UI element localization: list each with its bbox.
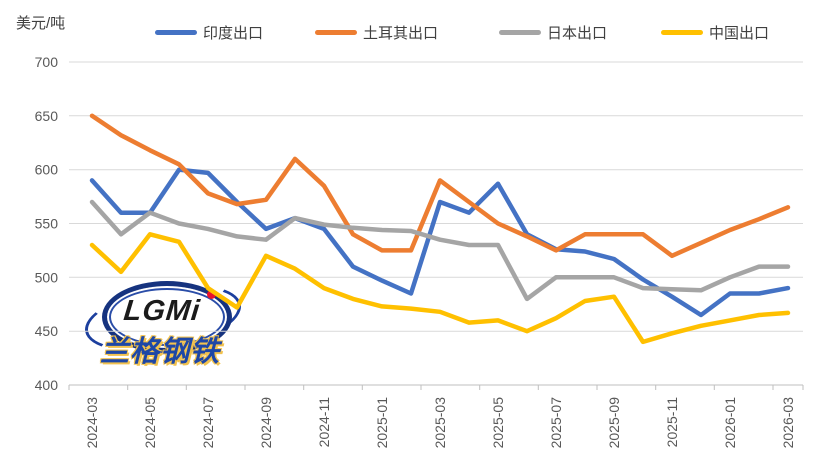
- y-tick-label-400: 400: [35, 377, 59, 393]
- china-series-swatch-icon: [661, 29, 703, 35]
- x-tick-label-2025-07: 2025-07: [548, 397, 564, 449]
- lgmi-watermark-logo: LGMi 兰格钢铁: [78, 273, 247, 371]
- x-tick-label-2025-01: 2025-01: [374, 397, 390, 449]
- x-tick-label-2024-09: 2024-09: [258, 397, 274, 449]
- y-tick-label-600: 600: [35, 162, 59, 178]
- x-tick-label-2026-01: 2026-01: [722, 397, 738, 449]
- legend-item-turkey-export: 土耳其出口: [315, 22, 438, 42]
- legend-label-china: 中国出口: [709, 24, 770, 42]
- y-tick-label-650: 650: [35, 108, 59, 124]
- y-tick-label-450: 450: [35, 323, 59, 339]
- y-axis-unit-label: 美元/吨: [16, 15, 66, 32]
- logo-company-name: 兰格钢铁: [99, 336, 220, 368]
- y-tick-label-700: 700: [35, 54, 59, 70]
- x-tick-label-2025-11: 2025-11: [664, 397, 680, 448]
- x-tick-label-2024-11: 2024-11: [316, 397, 332, 448]
- legend-label-japan: 日本出口: [547, 24, 608, 42]
- turkey-series-swatch-icon: [315, 29, 357, 35]
- x-tick-label-2024-05: 2024-05: [142, 397, 158, 449]
- chart-legend: 印度出口 土耳其出口 日本出口 中国出口: [0, 22, 827, 44]
- x-tick-label-2024-07: 2024-07: [200, 397, 216, 449]
- y-tick-label-500: 500: [35, 269, 59, 285]
- legend-label-turkey: 土耳其出口: [363, 24, 439, 42]
- series-line-1: [89, 113, 791, 259]
- x-tick-label-2025-05: 2025-05: [490, 397, 506, 449]
- x-tick-label-2026-03: 2026-03: [780, 397, 796, 449]
- india-series-swatch-icon: [155, 29, 197, 35]
- series-line-3: [89, 232, 791, 345]
- legend-item-india-export: 印度出口: [155, 22, 263, 42]
- legend-item-china-export: 中国出口: [661, 22, 769, 42]
- legend-item-japan-export: 日本出口: [499, 22, 607, 42]
- japan-series-swatch-icon: [499, 29, 541, 35]
- x-tick-label-2025-09: 2025-09: [606, 397, 622, 449]
- x-tick-label-2025-03: 2025-03: [432, 397, 448, 449]
- y-tick-label-550: 550: [35, 216, 59, 232]
- series-line-2: [89, 199, 791, 302]
- series-line-0: [89, 167, 791, 318]
- logo-red-dot-icon: [207, 290, 216, 299]
- x-tick-label-2024-03: 2024-03: [84, 397, 100, 449]
- legend-label-india: 印度出口: [203, 24, 264, 42]
